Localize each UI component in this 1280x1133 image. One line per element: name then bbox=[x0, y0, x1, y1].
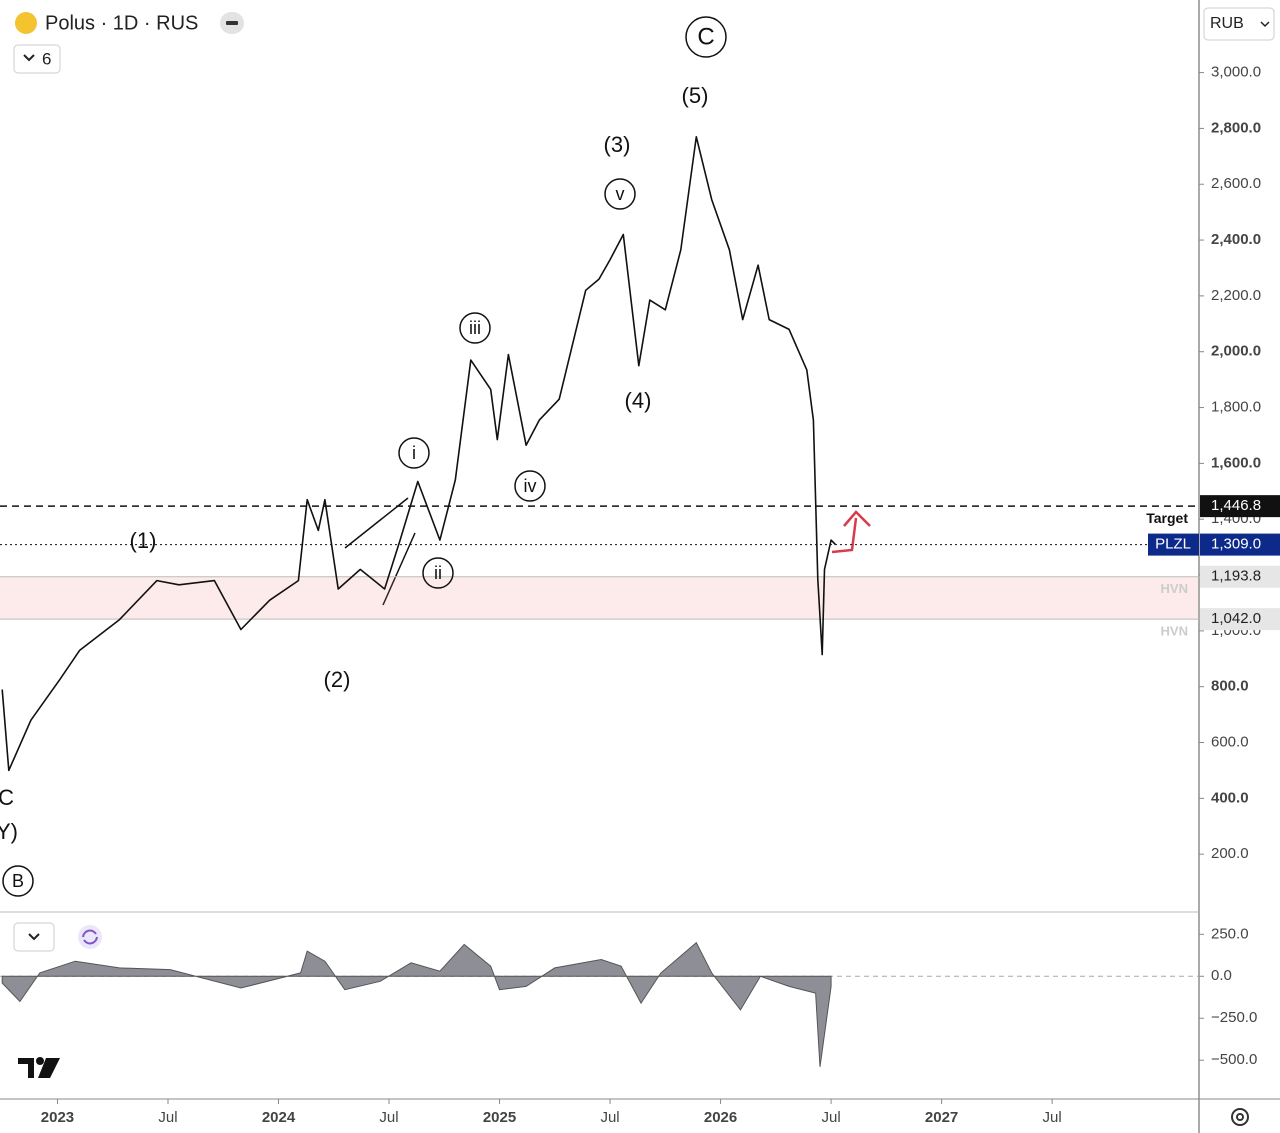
settings-icon[interactable] bbox=[1231, 1108, 1249, 1126]
x-tick-label: 2024 bbox=[262, 1109, 296, 1126]
indicators-toggle[interactable] bbox=[13, 44, 61, 74]
y-tick-label: 2,200.0 bbox=[1211, 287, 1261, 304]
logo bbox=[15, 12, 37, 34]
x-tick-label: 2026 bbox=[704, 1109, 737, 1126]
wave-label: (3) bbox=[604, 132, 631, 157]
y-tick-label: 3,000.0 bbox=[1211, 64, 1261, 81]
y-tick-label: 400.0 bbox=[1211, 789, 1249, 806]
x-tick-label: 2027 bbox=[925, 1109, 958, 1126]
wave-label: (2) bbox=[324, 667, 351, 692]
price-line bbox=[1, 136, 837, 772]
tv-logo-dot bbox=[36, 1057, 44, 1065]
y-tick-label: 2,000.0 bbox=[1211, 343, 1261, 360]
annotation-circle bbox=[459, 312, 491, 344]
y-tick-label: 1,800.0 bbox=[1211, 399, 1261, 416]
price-tag-label: 1,193.8 bbox=[1211, 568, 1261, 585]
symbol-tag bbox=[1148, 533, 1199, 556]
indicator-count: 6 bbox=[42, 49, 51, 68]
wave-label: iv bbox=[524, 476, 537, 496]
annotation-circle bbox=[398, 437, 430, 469]
y-tick-label: 1,600.0 bbox=[1211, 454, 1261, 471]
wave-label: v bbox=[616, 184, 625, 204]
y-tick-label: −250.0 bbox=[1211, 1009, 1257, 1026]
annotation-circle bbox=[514, 470, 546, 502]
x-tick-label: 2025 bbox=[483, 1109, 516, 1126]
oscillator-area bbox=[1, 941, 832, 1067]
symbol-tag-label: PLZL bbox=[1155, 536, 1191, 553]
chevron bbox=[23, 54, 35, 62]
y-tick-label: 2,400.0 bbox=[1211, 231, 1261, 248]
y-tick-label: 250.0 bbox=[1211, 925, 1249, 942]
wave-label: (1) bbox=[130, 528, 157, 553]
y-tick-label: 2,600.0 bbox=[1211, 175, 1261, 192]
hvn-zone bbox=[0, 576, 1198, 620]
price-tag bbox=[1200, 608, 1280, 631]
wave-label: i bbox=[412, 443, 416, 463]
level-tag: HVN bbox=[1161, 581, 1188, 596]
y-tick-label: 200.0 bbox=[1211, 845, 1249, 862]
tv-logo bbox=[18, 1058, 60, 1078]
wave-label: C bbox=[697, 23, 714, 50]
y-tick-label: 600.0 bbox=[1211, 733, 1249, 750]
projection-arrow bbox=[831, 510, 871, 554]
price-tag bbox=[1200, 565, 1280, 588]
y-tick-label: 2,800.0 bbox=[1211, 119, 1261, 136]
refresh-button[interactable] bbox=[78, 925, 102, 949]
price-tag bbox=[1200, 533, 1280, 556]
wave-label: B bbox=[12, 871, 24, 891]
settings-icon-center bbox=[1236, 1113, 1244, 1121]
x-tick-label: Jul bbox=[821, 1109, 840, 1126]
wave-label: C bbox=[0, 785, 14, 810]
wave-label: (4) bbox=[625, 388, 652, 413]
price-tag-label: 1,309.0 bbox=[1211, 536, 1261, 553]
refresh-icon bbox=[82, 929, 98, 945]
x-tick-label: Jul bbox=[379, 1109, 398, 1126]
level-tag: HVN bbox=[1161, 624, 1188, 639]
annotation-circle bbox=[422, 557, 454, 589]
price-tag-label: 1,042.0 bbox=[1211, 610, 1261, 627]
chevron bbox=[28, 933, 40, 941]
y-tick-label: 800.0 bbox=[1211, 678, 1249, 695]
annotation-circle bbox=[685, 16, 727, 58]
annotation-circle bbox=[2, 865, 34, 897]
x-tick-label: Jul bbox=[1043, 1109, 1062, 1126]
wave-label: iii bbox=[469, 318, 481, 338]
currency: RUB bbox=[1210, 15, 1244, 32]
symbol-title: Polus · 1D · RUS bbox=[45, 12, 198, 34]
wave-label: Y) bbox=[0, 819, 18, 844]
price-tag bbox=[1200, 495, 1280, 518]
price-tag-label: 1,446.8 bbox=[1211, 497, 1261, 514]
level-name: Target bbox=[1146, 510, 1188, 526]
chevron bbox=[1260, 21, 1270, 28]
x-tick-label: Jul bbox=[158, 1109, 177, 1126]
x-tick-label: Jul bbox=[600, 1109, 619, 1126]
annotation-circle bbox=[604, 178, 636, 210]
wave-label: ii bbox=[434, 563, 442, 583]
pane-toggle[interactable] bbox=[13, 922, 55, 952]
collapse-icon bbox=[226, 21, 238, 25]
x-tick-label: 2023 bbox=[41, 1109, 74, 1126]
wave-trendline bbox=[382, 532, 416, 606]
y-tick-label: 0.0 bbox=[1211, 967, 1232, 984]
wave-label: (5) bbox=[682, 83, 709, 108]
currency-button[interactable] bbox=[1203, 7, 1275, 41]
y-tick-label: −500.0 bbox=[1211, 1051, 1257, 1068]
